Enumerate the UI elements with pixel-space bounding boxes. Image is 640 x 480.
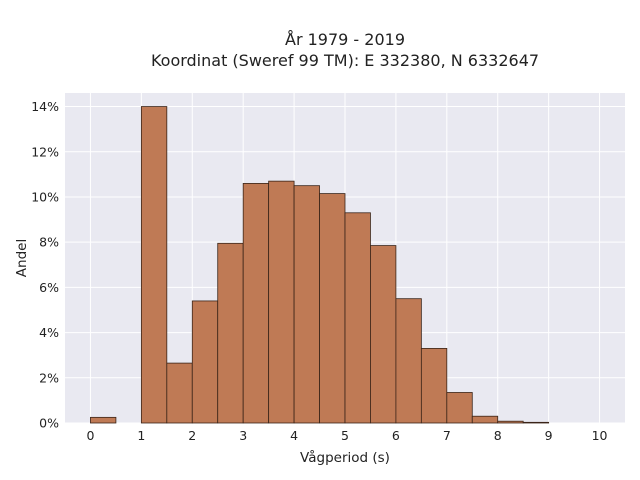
histogram-bar [446, 392, 473, 424]
histogram-bar [90, 416, 117, 424]
histogram-bar [242, 183, 270, 424]
x-tick-label: 0 [86, 428, 94, 443]
histogram-bar [471, 415, 499, 424]
histogram-bar [344, 212, 371, 424]
histogram-bar [395, 298, 422, 424]
y-tick-label: 6% [39, 280, 59, 295]
histogram-bar [217, 242, 244, 424]
x-tick-label: 4 [290, 428, 298, 443]
y-tick-label: 12% [31, 144, 59, 159]
y-tick-label: 8% [39, 235, 59, 250]
histogram-bar [140, 106, 168, 424]
chart-title-line2: Koordinat (Sweref 99 TM): E 332380, N 63… [151, 51, 539, 70]
y-tick-label: 14% [31, 99, 59, 114]
histogram-bar [268, 180, 295, 424]
y-tick-labels: 0% 2% 4% 6% 8% 10% 12% 14% [31, 99, 59, 430]
y-tick-label: 10% [31, 189, 59, 204]
histogram-bar [191, 300, 219, 424]
histogram-bar [497, 420, 524, 424]
x-tick-label: 8 [494, 428, 502, 443]
y-tick-label: 4% [39, 325, 59, 340]
bars [90, 106, 550, 424]
histogram-bar [293, 185, 320, 424]
x-tick-label: 1 [137, 428, 145, 443]
x-tick-label: 9 [545, 428, 553, 443]
y-axis-label: Andel [14, 239, 30, 277]
x-axis-label: Vågperiod (s) [300, 449, 390, 466]
histogram-bar [420, 348, 448, 424]
chart-title-line1: År 1979 - 2019 [285, 30, 405, 49]
x-tick-label: 5 [341, 428, 349, 443]
x-tick-label: 7 [443, 428, 451, 443]
histogram-bar [370, 245, 397, 424]
histogram-bar [522, 421, 550, 424]
y-tick-label: 2% [39, 370, 59, 385]
x-tick-label: 3 [239, 428, 247, 443]
x-tick-label: 6 [392, 428, 400, 443]
x-tick-label: 2 [188, 428, 196, 443]
histogram-bar [166, 362, 193, 424]
x-tick-labels: 0 1 2 3 4 5 6 7 8 9 10 [86, 428, 607, 443]
y-tick-label: 0% [39, 416, 59, 431]
x-tick-label: 10 [592, 428, 608, 443]
histogram-bar [319, 193, 346, 424]
